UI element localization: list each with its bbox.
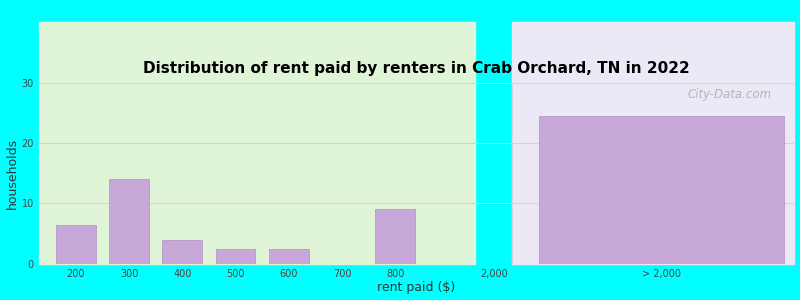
Bar	[512, 22, 794, 264]
Bar	[539, 116, 784, 264]
Bar	[109, 179, 149, 264]
Y-axis label: households: households	[6, 138, 18, 209]
Bar	[215, 249, 255, 264]
Title: Distribution of rent paid by renters in Crab Orchard, TN in 2022: Distribution of rent paid by renters in …	[143, 61, 690, 76]
Bar	[375, 209, 415, 264]
Bar	[162, 240, 202, 264]
Bar	[269, 249, 309, 264]
Text: City-Data.com: City-Data.com	[688, 88, 772, 101]
X-axis label: rent paid ($): rent paid ($)	[378, 281, 456, 294]
Bar	[38, 22, 475, 264]
Bar	[56, 224, 96, 264]
